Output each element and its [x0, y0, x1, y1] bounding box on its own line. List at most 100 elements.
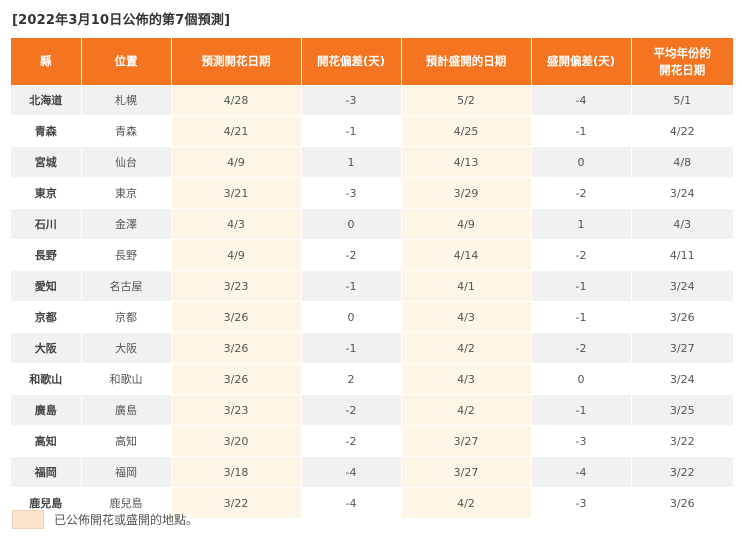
cell-bloom-deviation: -4 — [301, 487, 402, 519]
cell-full-bloom-date: 3/29 — [401, 177, 532, 209]
cell-prefecture: 宮城 — [11, 146, 82, 178]
cell-average-bloom-date: 3/22 — [631, 425, 733, 457]
cell-bloom-deviation: -1 — [301, 115, 402, 147]
cell-bloom-deviation: -1 — [301, 270, 402, 302]
cell-full-bloom-date: 4/2 — [401, 487, 532, 519]
cell-full-bloom-date: 3/27 — [401, 425, 532, 457]
cell-full-bloom-deviation: -2 — [531, 239, 632, 271]
cell-full-bloom-date: 3/27 — [401, 456, 532, 488]
table-row: 大阪 大阪 3/26 -1 4/2 -2 3/27 — [11, 332, 733, 364]
legend-text: 已公佈開花或盛開的地點。 — [54, 513, 199, 527]
cell-full-bloom-deviation: -3 — [531, 425, 632, 457]
cell-prefecture: 石川 — [11, 208, 82, 240]
cell-bloom-deviation: 2 — [301, 363, 402, 395]
cell-full-bloom-deviation: -1 — [531, 115, 632, 147]
table-row: 北海道 札幌 4/28 -3 5/2 -4 5/1 — [11, 85, 733, 116]
cell-bloom-date: 3/22 — [171, 487, 302, 519]
cell-full-bloom-date: 4/13 — [401, 146, 532, 178]
table-row: 石川 金澤 4/3 0 4/9 1 4/3 — [11, 208, 733, 240]
legend-swatch — [12, 510, 44, 529]
table-row: 宮城 仙台 4/9 1 4/13 0 4/8 — [11, 146, 733, 178]
cell-location: 長野 — [81, 239, 172, 271]
cell-prefecture: 和歌山 — [11, 363, 82, 395]
cell-bloom-date: 3/21 — [171, 177, 302, 209]
header-full-bloom-deviation: 盛開偏差(天) — [531, 38, 632, 85]
cell-location: 仙台 — [81, 146, 172, 178]
cell-average-bloom-date: 3/24 — [631, 363, 733, 395]
cell-average-bloom-date: 5/1 — [631, 85, 733, 116]
cell-bloom-date: 4/3 — [171, 208, 302, 240]
cell-prefecture: 大阪 — [11, 332, 82, 364]
cell-full-bloom-date: 4/1 — [401, 270, 532, 302]
cell-location: 高知 — [81, 425, 172, 457]
cell-bloom-date: 3/23 — [171, 394, 302, 426]
cell-bloom-date: 4/9 — [171, 239, 302, 271]
header-location: 位置 — [81, 38, 172, 85]
header-bloom-date: 預測開花日期 — [171, 38, 302, 85]
cell-prefecture: 京都 — [11, 301, 82, 333]
cell-full-bloom-deviation: -2 — [531, 332, 632, 364]
cell-bloom-deviation: -4 — [301, 456, 402, 488]
cell-location: 名古屋 — [81, 270, 172, 302]
table-row: 和歌山 和歌山 3/26 2 4/3 0 3/24 — [11, 363, 733, 395]
table-row: 福岡 福岡 3/18 -4 3/27 -4 3/22 — [11, 456, 733, 488]
cell-location: 青森 — [81, 115, 172, 147]
cell-bloom-deviation: -1 — [301, 332, 402, 364]
cell-prefecture: 愛知 — [11, 270, 82, 302]
cell-prefecture: 長野 — [11, 239, 82, 271]
cell-full-bloom-date: 4/25 — [401, 115, 532, 147]
cell-location: 鹿兒島 — [81, 487, 172, 519]
cell-average-bloom-date: 3/26 — [631, 487, 733, 519]
cell-full-bloom-deviation: -1 — [531, 270, 632, 302]
cell-full-bloom-deviation: 1 — [531, 208, 632, 240]
cell-full-bloom-deviation: -1 — [531, 394, 632, 426]
cell-full-bloom-deviation: -4 — [531, 85, 632, 116]
cell-average-bloom-date: 3/22 — [631, 456, 733, 488]
cell-full-bloom-date: 4/2 — [401, 394, 532, 426]
cell-full-bloom-date: 4/2 — [401, 332, 532, 364]
cell-location: 金澤 — [81, 208, 172, 240]
forecast-table: 縣 位置 預測開花日期 開花偏差(天) 預計盛開的日期 盛開偏差(天) 平均年份… — [11, 38, 733, 519]
table-row: 長野 長野 4/9 -2 4/14 -2 4/11 — [11, 239, 733, 271]
cell-prefecture: 高知 — [11, 425, 82, 457]
cell-full-bloom-deviation: 0 — [531, 363, 632, 395]
cell-bloom-deviation: 0 — [301, 301, 402, 333]
cell-bloom-deviation: -2 — [301, 239, 402, 271]
table-row: 青森 青森 4/21 -1 4/25 -1 4/22 — [11, 115, 733, 147]
cell-location: 札幌 — [81, 85, 172, 116]
cell-location: 東京 — [81, 177, 172, 209]
header-average-bloom-date: 平均年份的 開花日期 — [631, 38, 733, 85]
cell-average-bloom-date: 4/22 — [631, 115, 733, 147]
cell-average-bloom-date: 3/26 — [631, 301, 733, 333]
cell-bloom-deviation: -3 — [301, 177, 402, 209]
table-body: 北海道 札幌 4/28 -3 5/2 -4 5/1 青森 青森 4/21 -1 4/25 -1 4/22 宮… — [11, 85, 733, 519]
cell-full-bloom-date: 4/3 — [401, 363, 532, 395]
cell-full-bloom-deviation: -4 — [531, 456, 632, 488]
cell-prefecture: 福岡 — [11, 456, 82, 488]
table-row: 廣島 廣島 3/23 -2 4/2 -1 3/25 — [11, 394, 733, 426]
header-bloom-deviation: 開花偏差(天) — [301, 38, 402, 85]
header-prefecture: 縣 — [11, 38, 82, 85]
table-header-row: 縣 位置 預測開花日期 開花偏差(天) 預計盛開的日期 盛開偏差(天) 平均年份… — [11, 38, 733, 85]
cell-full-bloom-deviation: -3 — [531, 487, 632, 519]
cell-bloom-date: 4/21 — [171, 115, 302, 147]
cell-bloom-deviation: 0 — [301, 208, 402, 240]
cell-average-bloom-date: 4/11 — [631, 239, 733, 271]
cell-full-bloom-deviation: -2 — [531, 177, 632, 209]
cell-prefecture: 廣島 — [11, 394, 82, 426]
cell-full-bloom-date: 5/2 — [401, 85, 532, 116]
cell-bloom-date: 3/23 — [171, 270, 302, 302]
cell-location: 福岡 — [81, 456, 172, 488]
cell-full-bloom-date: 4/14 — [401, 239, 532, 271]
cell-average-bloom-date: 4/8 — [631, 146, 733, 178]
cell-bloom-date: 4/28 — [171, 85, 302, 116]
cell-location: 大阪 — [81, 332, 172, 364]
cell-bloom-deviation: -3 — [301, 85, 402, 116]
table-row: 東京 東京 3/21 -3 3/29 -2 3/24 — [11, 177, 733, 209]
cell-average-bloom-date: 3/25 — [631, 394, 733, 426]
cell-full-bloom-date: 4/3 — [401, 301, 532, 333]
cell-full-bloom-deviation: 0 — [531, 146, 632, 178]
cell-location: 京都 — [81, 301, 172, 333]
cell-average-bloom-date: 3/24 — [631, 177, 733, 209]
header-full-bloom-date: 預計盛開的日期 — [401, 38, 532, 85]
